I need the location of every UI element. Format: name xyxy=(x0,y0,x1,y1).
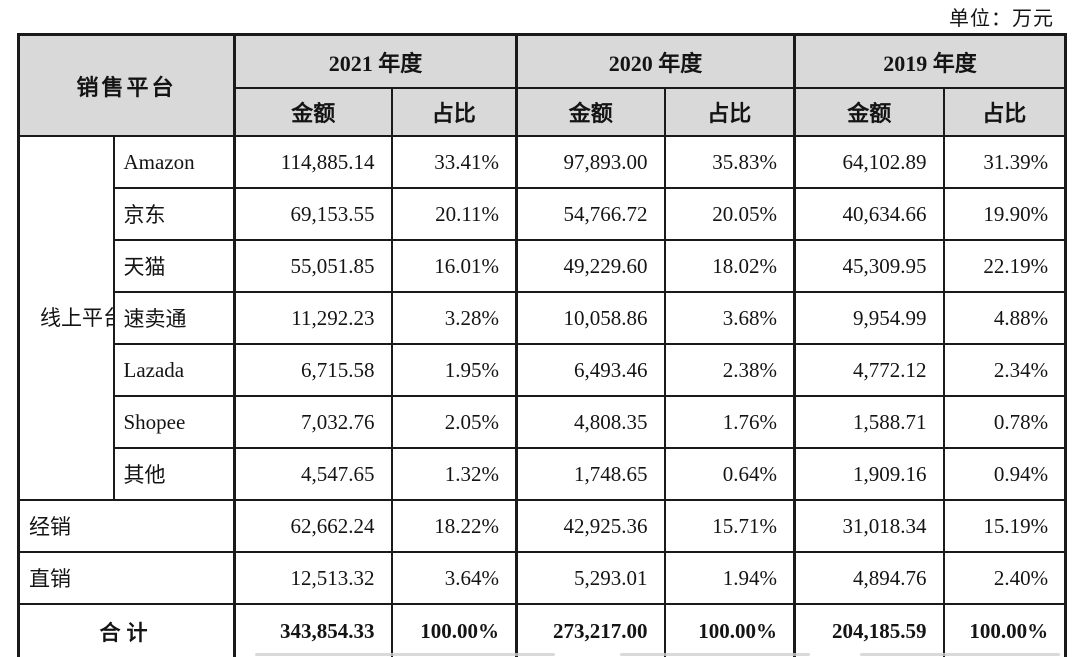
ratio-cell: 2.34% xyxy=(942,343,1067,397)
platform-cell: 速卖通 xyxy=(112,291,236,345)
amount-cell: 49,229.60 xyxy=(515,239,666,293)
amount-cell: 11,292.23 xyxy=(233,291,393,345)
amount-cell: 31,018.34 xyxy=(793,499,945,553)
online-group-cell: 线上平台 xyxy=(17,135,115,501)
table-row-direct-sales: 直销 12,513.32 3.64% 5,293.01 1.94% 4,894.… xyxy=(17,551,1067,605)
ratio-cell: 18.02% xyxy=(663,239,796,293)
ratio-cell: 1.76% xyxy=(663,395,796,449)
amount-cell: 69,153.55 xyxy=(233,187,393,241)
ratio-cell: 3.68% xyxy=(663,291,796,345)
amount-cell: 114,885.14 xyxy=(233,135,393,189)
ratio-cell: 16.01% xyxy=(390,239,518,293)
platform-cell: 天猫 xyxy=(112,239,236,293)
header-cell-year-2021: 2021 年度 xyxy=(233,33,518,89)
table-row-shopee: Shopee 7,032.76 2.05% 4,808.35 1.76% 1,5… xyxy=(19,395,1067,449)
ratio-cell: 15.19% xyxy=(942,499,1067,553)
total-label-cell: 合计 xyxy=(17,603,236,657)
cropped-next-row-artifact xyxy=(255,653,555,656)
ratio-cell: 2.05% xyxy=(390,395,518,449)
header-cell-amount-2021: 金额 xyxy=(233,87,393,137)
ratio-cell: 0.94% xyxy=(942,447,1067,501)
row-label-cell: 直销 xyxy=(17,551,236,605)
ratio-cell: 100.00% xyxy=(390,603,518,657)
table-row-total: 合计 343,854.33 100.00% 273,217.00 100.00%… xyxy=(17,603,1067,657)
header-cell-ratio-2021: 占比 xyxy=(390,87,518,137)
amount-cell: 64,102.89 xyxy=(793,135,945,189)
amount-cell: 4,808.35 xyxy=(515,395,666,449)
header-cell-year-2020: 2020 年度 xyxy=(515,33,796,89)
row-label-cell: 经销 xyxy=(17,499,236,553)
ratio-cell: 1.95% xyxy=(390,343,518,397)
amount-cell: 6,493.46 xyxy=(515,343,666,397)
amount-cell: 42,925.36 xyxy=(515,499,666,553)
amount-cell: 1,588.71 xyxy=(793,395,945,449)
amount-cell: 6,715.58 xyxy=(233,343,393,397)
table-row-aliexpress: 速卖通 11,292.23 3.28% 10,058.86 3.68% 9,95… xyxy=(19,291,1067,345)
header-cell-ratio-2019: 占比 xyxy=(942,87,1067,137)
amount-cell: 10,058.86 xyxy=(515,291,666,345)
ratio-cell: 31.39% xyxy=(942,135,1067,189)
table-row-amazon: 线上平台 Amazon 114,885.14 33.41% 97,893.00 … xyxy=(17,135,1067,501)
ratio-cell: 22.19% xyxy=(942,239,1067,293)
platform-cell: 京东 xyxy=(112,187,236,241)
header-cell-amount-2020: 金额 xyxy=(515,87,666,137)
ratio-cell: 1.32% xyxy=(390,447,518,501)
ratio-cell: 100.00% xyxy=(663,603,796,657)
ratio-cell: 18.22% xyxy=(390,499,518,553)
amount-cell: 4,894.76 xyxy=(793,551,945,605)
amount-cell: 45,309.95 xyxy=(793,239,945,293)
amount-cell: 1,748.65 xyxy=(515,447,666,501)
amount-cell: 54,766.72 xyxy=(515,187,666,241)
ratio-cell: 100.00% xyxy=(942,603,1067,657)
amount-cell: 97,893.00 xyxy=(515,135,666,189)
ratio-cell: 2.38% xyxy=(663,343,796,397)
amount-cell: 40,634.66 xyxy=(793,187,945,241)
unit-label: 单位：万元 xyxy=(949,8,1054,30)
table-row-other: 其他 4,547.65 1.32% 1,748.65 0.64% 1,909.1… xyxy=(19,447,1067,501)
sales-platform-table: 销售平台 2021 年度 2020 年度 2019 年度 金额 占比 金额 占比… xyxy=(17,33,1068,657)
header-cell-ratio-2020: 占比 xyxy=(663,87,796,137)
platform-cell: Lazada xyxy=(112,343,236,397)
ratio-cell: 2.40% xyxy=(942,551,1067,605)
ratio-cell: 33.41% xyxy=(390,135,518,189)
table-row-distribution: 经销 62,662.24 18.22% 42,925.36 15.71% 31,… xyxy=(17,499,1067,553)
header-cell-amount-2019: 金额 xyxy=(793,87,945,137)
amount-cell: 343,854.33 xyxy=(233,603,393,657)
amount-cell: 4,772.12 xyxy=(793,343,945,397)
table-row-jd: 京东 69,153.55 20.11% 54,766.72 20.05% 40,… xyxy=(19,187,1067,241)
ratio-cell: 20.11% xyxy=(390,187,518,241)
amount-cell: 7,032.76 xyxy=(233,395,393,449)
header-row-subheaders: 金额 占比 金额 占比 金额 占比 xyxy=(19,87,1067,137)
ratio-cell: 19.90% xyxy=(942,187,1067,241)
ratio-cell: 0.64% xyxy=(663,447,796,501)
amount-cell: 273,217.00 xyxy=(515,603,666,657)
amount-cell: 62,662.24 xyxy=(233,499,393,553)
platform-cell: 其他 xyxy=(112,447,236,501)
ratio-cell: 35.83% xyxy=(663,135,796,189)
ratio-cell: 3.64% xyxy=(390,551,518,605)
ratio-cell: 3.28% xyxy=(390,291,518,345)
platform-cell: Shopee xyxy=(112,395,236,449)
ratio-cell: 1.94% xyxy=(663,551,796,605)
ratio-cell: 15.71% xyxy=(663,499,796,553)
amount-cell: 1,909.16 xyxy=(793,447,945,501)
amount-cell: 5,293.01 xyxy=(515,551,666,605)
ratio-cell: 0.78% xyxy=(942,395,1067,449)
amount-cell: 9,954.99 xyxy=(793,291,945,345)
cropped-next-row-artifact xyxy=(620,653,810,656)
header-row-years: 销售平台 2021 年度 2020 年度 2019 年度 xyxy=(17,33,1067,137)
header-cell-year-2019: 2019 年度 xyxy=(793,33,1067,89)
table-row-lazada: Lazada 6,715.58 1.95% 6,493.46 2.38% 4,7… xyxy=(19,343,1067,397)
amount-cell: 204,185.59 xyxy=(793,603,945,657)
amount-cell: 12,513.32 xyxy=(233,551,393,605)
platform-cell: Amazon xyxy=(112,135,236,189)
header-cell-platform: 销售平台 xyxy=(17,33,236,137)
amount-cell: 55,051.85 xyxy=(233,239,393,293)
ratio-cell: 4.88% xyxy=(942,291,1067,345)
cropped-next-row-artifact xyxy=(860,653,1060,656)
table-row-tmall: 天猫 55,051.85 16.01% 49,229.60 18.02% 45,… xyxy=(19,239,1067,293)
ratio-cell: 20.05% xyxy=(663,187,796,241)
amount-cell: 4,547.65 xyxy=(233,447,393,501)
